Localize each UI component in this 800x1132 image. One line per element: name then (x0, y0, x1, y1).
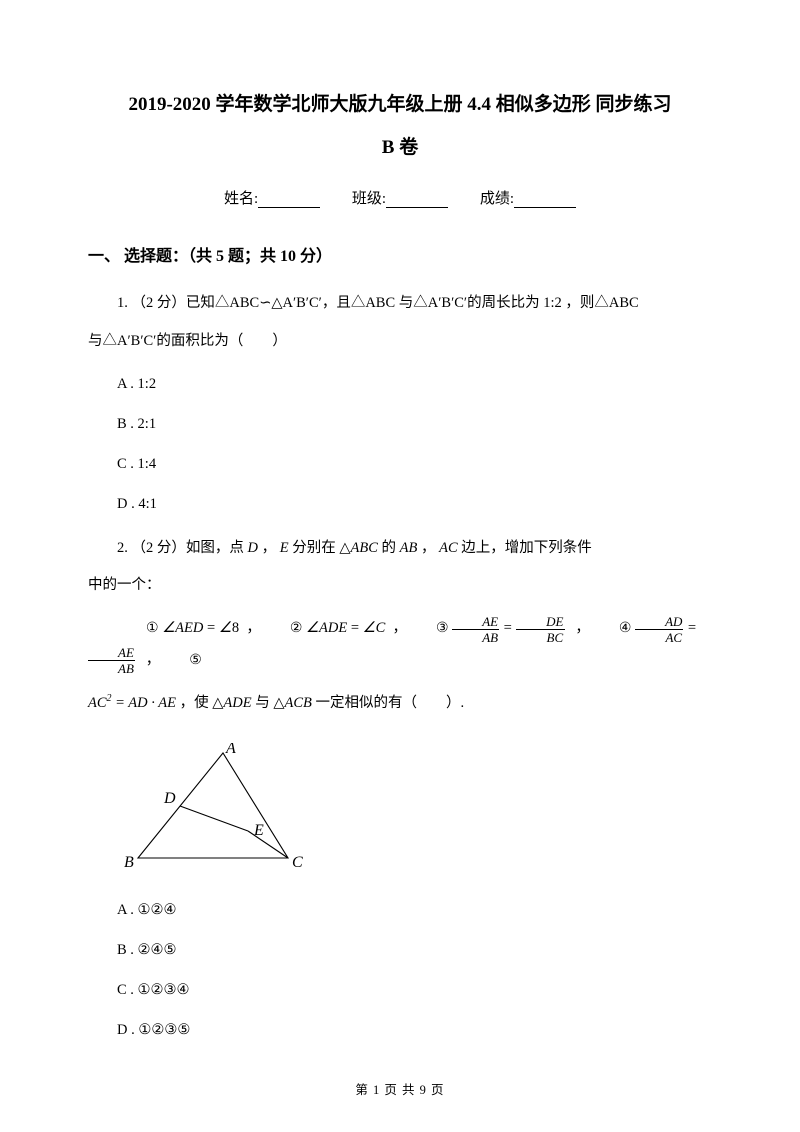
q2-mid1: 分别在 (289, 540, 340, 556)
class-blank (386, 192, 448, 208)
vertex-b: B (124, 854, 134, 871)
q2-stem: 2. （2 分）如图，点 D ， E 分别在 △ABC 的 AB ， AC 边上… (88, 533, 712, 564)
cond1-rhs: ∠ (219, 620, 232, 636)
q2-opt-d: D . ①②③⑤ (88, 1017, 712, 1043)
q2-sep2: ， (417, 540, 439, 556)
info-row: 姓名: 班级: 成绩: (88, 187, 712, 208)
tail3: 一定相似的有（ ）. (312, 695, 464, 711)
vertex-d: D (163, 790, 176, 807)
tail1: ，使 (176, 695, 212, 711)
triangle-icon-2: △ (212, 695, 223, 711)
q2-AB: AB (400, 540, 418, 556)
den-bc: BC (516, 630, 564, 644)
q1-opt-b: B . 2:1 (88, 411, 712, 437)
num-ad: AD (635, 615, 683, 630)
cond3-num: ③ (407, 614, 449, 644)
q1-stem-line1: 1. （2 分）已知△ABC∽△A′B′C′，且△ABC 与△A′B′C′的周长… (88, 288, 712, 319)
q2-opt-b: B . ②④⑤ (88, 937, 712, 963)
cond4-num: ④ (590, 614, 632, 644)
cond1-8: 8 (232, 620, 239, 636)
q1-stem-line2: 与△A′B′C′的面积比为（ ） (88, 326, 712, 357)
q2-pre: 2. （2 分）如图，点 (117, 540, 248, 556)
triangle-icon-3: △ (273, 695, 284, 711)
cond1-num: ① (117, 614, 159, 644)
num-ae2: AE (88, 646, 135, 661)
cond5-num: ⑤ (160, 646, 202, 676)
cond1-lhs: ∠AED (162, 620, 203, 636)
q2-E: E (280, 540, 289, 556)
frac-ad-ac: ADAC (635, 615, 683, 644)
class-label: 班级: (352, 191, 386, 207)
c5-lhs: AC (88, 695, 107, 711)
q2-mid2: 的 (378, 540, 400, 556)
tri-ade: ADE (223, 695, 251, 711)
vertex-c: C (292, 854, 303, 871)
num-de: DE (516, 615, 564, 630)
tail2: 与 (252, 695, 274, 711)
eq2: = (687, 620, 697, 636)
doc-title: 2019-2020 学年数学北师大版九年级上册 4.4 相似多边形 同步练习 (88, 90, 712, 120)
q2-stem-wrap: 中的一个： (88, 570, 712, 601)
score-blank (514, 192, 576, 208)
name-blank (258, 192, 320, 208)
frac-ae-ab2: AEAB (88, 646, 135, 675)
vertex-a: A (225, 743, 236, 757)
c5-mid: = AD · AE (112, 695, 176, 711)
frac-ae-ab: AEAB (452, 615, 499, 644)
q1-opt-a: A . 1:2 (88, 371, 712, 397)
section-heading: 一、 选择题：（共 5 题；共 10 分） (88, 242, 712, 266)
cond1-eq: = (203, 620, 218, 636)
cond2-lhs: ∠ADE (306, 620, 347, 636)
doc-subtitle: B 卷 (88, 132, 712, 159)
q2-sep1: ， (258, 540, 280, 556)
den-ac: AC (635, 630, 683, 644)
triangle-svg: A B C D E (118, 743, 328, 878)
q2-conditions: ① ∠AED = ∠8 ，② ∠ADE = ∠C ，③ AEAB = DEBC … (88, 613, 712, 675)
den-ab2: AB (88, 661, 135, 675)
cond2-eq: = (347, 620, 362, 636)
triangle-icon: △ (339, 540, 350, 556)
cond2-num: ② (261, 614, 303, 644)
den-ab: AB (452, 630, 499, 644)
q1-opt-c: C . 1:4 (88, 451, 712, 477)
vertex-e: E (253, 822, 264, 839)
q1-opt-d: D . 4:1 (88, 491, 712, 517)
num-ae: AE (452, 615, 499, 630)
q2-tri-abc: ABC (351, 540, 378, 556)
q2-cond-line2: AC2 = AD · AE ，使 △ADE 与 △ACB 一定相似的有（ ）. (88, 688, 712, 719)
name-label: 姓名: (224, 191, 258, 207)
tri-acb: ACB (284, 695, 311, 711)
q2-opt-a: A . ①②④ (88, 897, 712, 923)
triangle-figure: A B C D E (118, 743, 712, 883)
eq1: = (503, 620, 516, 636)
frac-de-bc: DEBC (516, 615, 564, 644)
q2-opt-c: C . ①②③④ (88, 977, 712, 1003)
page-footer: 第 1 页 共 9 页 (0, 1079, 800, 1098)
q2-AC: AC (439, 540, 458, 556)
cond2-rhs: ∠C (363, 620, 386, 636)
score-label: 成绩: (480, 191, 514, 207)
q2-mid3: 边上，增加下列条件 (458, 540, 592, 556)
q2-D: D (248, 540, 258, 556)
